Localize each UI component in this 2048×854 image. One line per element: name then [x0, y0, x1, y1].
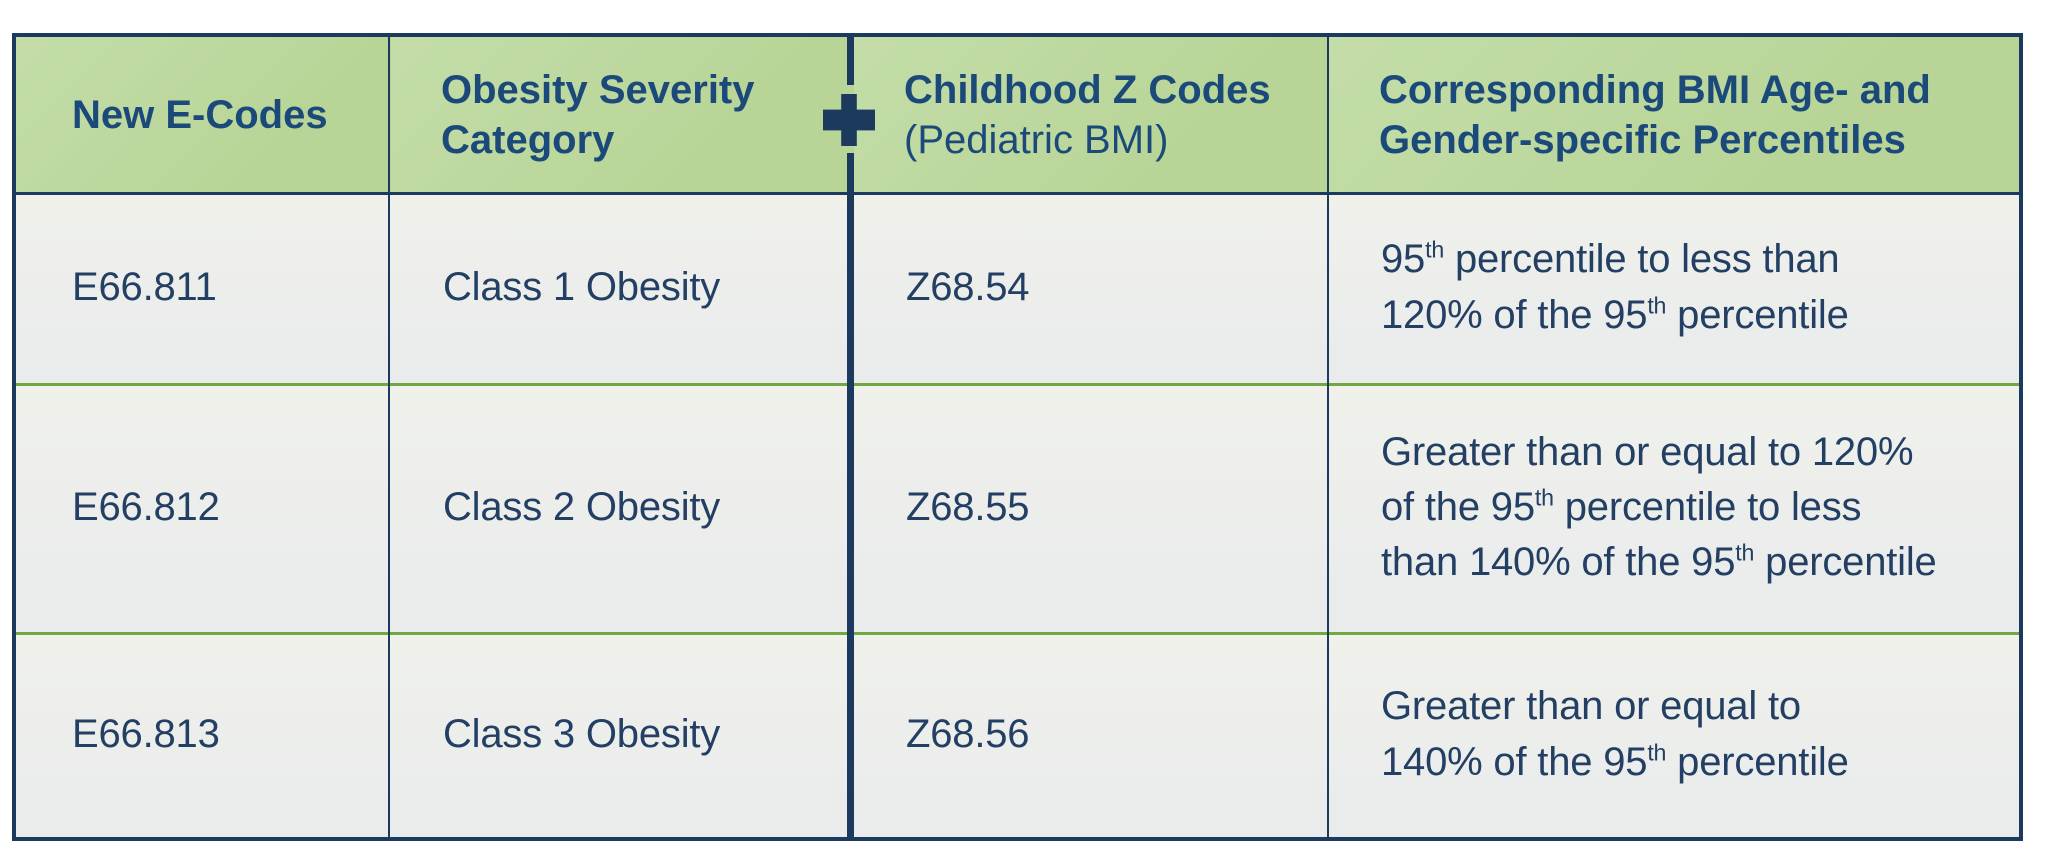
header-sublabel: (Pediatric BMI)	[904, 117, 1169, 162]
header-cell-severity-category: Obesity Severity Category	[391, 37, 854, 192]
cell-e-code: E66.813	[16, 632, 391, 837]
header-label: Obesity Severity	[441, 67, 755, 112]
cell-e-code: E66.812	[16, 383, 391, 632]
header-label: Gender-specific Percentiles	[1379, 117, 1906, 162]
header-label: Corresponding BMI Age- and	[1379, 67, 1931, 112]
header-label: Childhood Z Codes	[904, 67, 1271, 112]
cell-percentile: Greater than or equal to 120% of the 95th…	[1329, 383, 2019, 632]
column-divider	[1327, 37, 1329, 837]
column-divider	[388, 37, 390, 837]
thick-column-divider	[847, 153, 854, 837]
cell-category: Class 1 Obesity	[391, 192, 854, 383]
header-cell-z-codes: Childhood Z Codes (Pediatric BMI)	[854, 37, 1329, 192]
cell-percentile: 95th percentile to less than 120% of the …	[1329, 192, 2019, 383]
thick-column-divider-top	[847, 37, 854, 85]
cell-z-code: Z68.56	[854, 632, 1329, 837]
row-divider-green	[16, 632, 2019, 635]
header-cell-percentiles: Corresponding BMI Age- and Gender-specif…	[1329, 37, 2019, 192]
obesity-coding-table: New E-Codes Obesity Severity Category Ch…	[12, 33, 2023, 841]
plus-icon	[823, 94, 875, 146]
header-label: New E-Codes	[72, 92, 328, 137]
header-cell-e-codes: New E-Codes	[16, 37, 391, 192]
row-divider-green	[16, 383, 2019, 386]
cell-percentile: Greater than or equal to 140% of the 95th…	[1329, 632, 2019, 837]
cell-z-code: Z68.55	[854, 383, 1329, 632]
header-bottom-rule	[16, 192, 2019, 195]
cell-e-code: E66.811	[16, 192, 391, 383]
cell-z-code: Z68.54	[854, 192, 1329, 383]
cell-category: Class 3 Obesity	[391, 632, 854, 837]
cell-category: Class 2 Obesity	[391, 383, 854, 632]
header-label: Category	[441, 117, 615, 162]
